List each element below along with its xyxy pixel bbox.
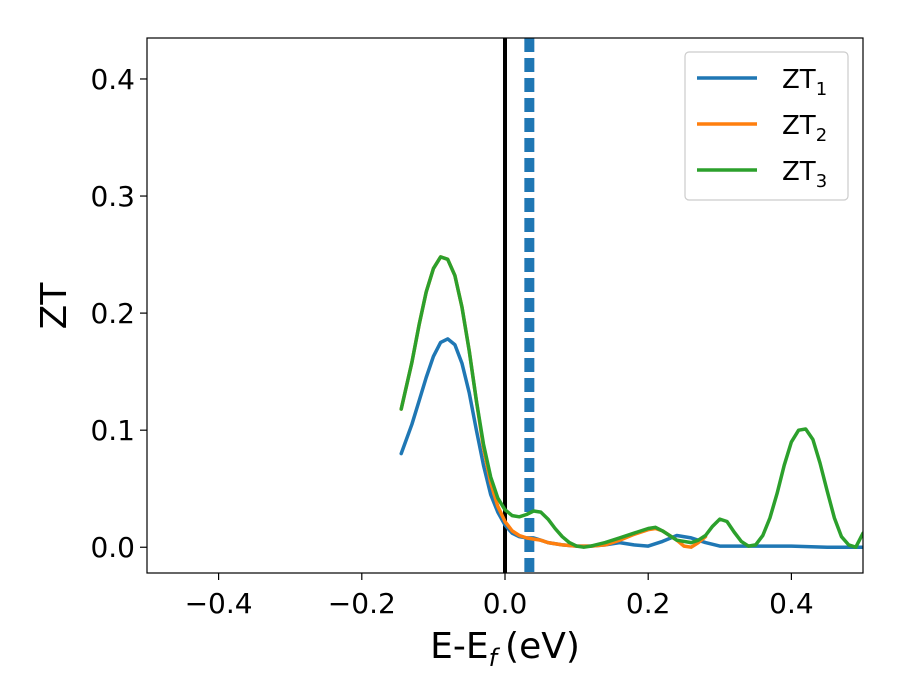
y-axis-label: ZT bbox=[34, 282, 75, 330]
x-tick-label: 0.4 bbox=[769, 587, 814, 620]
y-tick-label: 0.3 bbox=[90, 180, 135, 213]
y-tick-label: 0.4 bbox=[90, 63, 135, 96]
x-tick-label: 0.2 bbox=[626, 587, 671, 620]
series-group bbox=[399, 255, 863, 549]
y-axis: 0.0 0.1 0.2 0.3 0.4 bbox=[90, 63, 147, 564]
legend-box bbox=[684, 51, 849, 201]
y-tick-label: 0.0 bbox=[90, 531, 135, 564]
series-line-3 bbox=[399, 255, 863, 549]
x-tick-label: 0.0 bbox=[483, 587, 528, 620]
legend: ZT1 ZT2 ZT3 bbox=[684, 51, 849, 201]
legend-label-3: ZT3 bbox=[782, 157, 827, 192]
legend-label-2: ZT2 bbox=[782, 111, 827, 146]
x-axis-label: E-Ef (eV) bbox=[430, 626, 580, 672]
y-tick-label: 0.2 bbox=[90, 297, 135, 330]
reference-lines bbox=[503, 38, 535, 573]
x-axis-label-unit: (eV) bbox=[505, 626, 580, 667]
x-tick-label: −0.2 bbox=[328, 587, 396, 620]
legend-label-1: ZT1 bbox=[782, 65, 827, 100]
y-tick-label: 0.1 bbox=[90, 414, 135, 447]
x-tick-label: −0.4 bbox=[185, 587, 253, 620]
x-axis: −0.4 −0.2 0.0 0.2 0.4 bbox=[185, 573, 814, 620]
